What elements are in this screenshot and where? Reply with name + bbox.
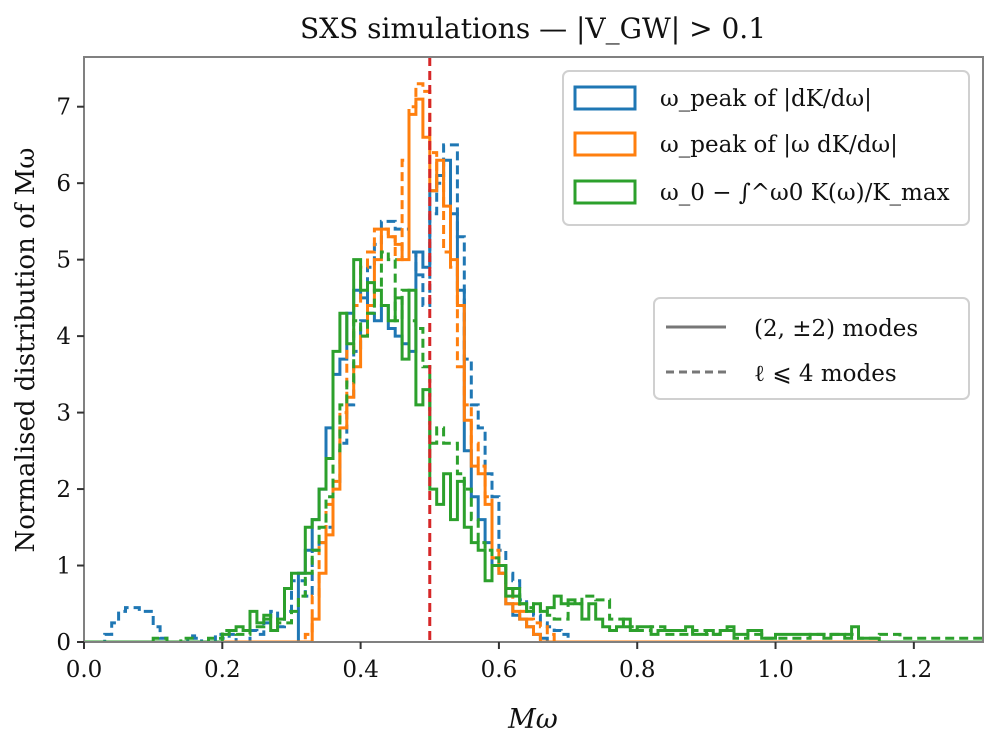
histogram-series-3 <box>84 82 983 642</box>
legend-swatch-wdkdw <box>573 131 637 157</box>
x-tick-label: 1.0 <box>757 657 794 683</box>
x-tick-label: 0.4 <box>342 657 379 683</box>
histogram-series-layer <box>84 82 983 642</box>
legend-label-wdkdw: ω_peak of |ω dK/dω| <box>660 132 898 158</box>
x-axis-ticks: 0.0 0.2 0.4 0.6 0.8 1.0 1.2 <box>66 642 932 683</box>
histogram-series-4 <box>84 258 983 642</box>
legend-label-22-modes: (2, ±2) modes <box>754 316 918 342</box>
legend-modes: (2, ±2) modes ℓ ⩽ 4 modes <box>653 297 970 400</box>
chart-title: SXS simulations — |V_GW| > 0.1 <box>300 12 766 45</box>
y-tick-label: 3 <box>56 401 71 427</box>
y-tick-label: 0 <box>56 630 71 656</box>
x-axis-label: Mω <box>507 704 558 735</box>
y-axis-label: Normalised distribution of Mω <box>11 148 41 553</box>
legend-modes-box <box>653 297 970 400</box>
plot-frame <box>83 56 984 643</box>
y-tick-label: 4 <box>56 324 71 350</box>
legend-methods: ω_peak of |dK/dω| ω_peak of |ω dK/dω| ω_… <box>562 70 970 226</box>
y-tick-label: 5 <box>56 248 71 274</box>
x-tick-label: 1.2 <box>896 657 933 683</box>
y-tick-label: 2 <box>56 477 71 503</box>
legend-methods-box <box>562 70 970 226</box>
x-tick-label: 0.2 <box>204 657 241 683</box>
y-axis-ticks: 0 1 2 3 4 5 6 7 <box>56 95 84 656</box>
y-tick-label: 7 <box>56 95 71 121</box>
legend-label-dkdw: ω_peak of |dK/dω| <box>660 86 872 112</box>
x-tick-label: 0.6 <box>481 657 518 683</box>
legend-label-w0-integral: ω_0 − ∫^ω0 K(ω)/K_max <box>660 180 950 206</box>
legend-swatch-w0-integral <box>573 179 637 205</box>
x-tick-label: 0.0 <box>66 657 103 683</box>
legend-label-l4-modes: ℓ ⩽ 4 modes <box>754 361 897 387</box>
y-tick-label: 1 <box>56 554 71 580</box>
y-tick-label: 6 <box>56 171 71 197</box>
x-tick-label: 0.8 <box>619 657 656 683</box>
histogram-series-5 <box>84 250 983 642</box>
legend-swatch-dkdw <box>573 85 637 111</box>
